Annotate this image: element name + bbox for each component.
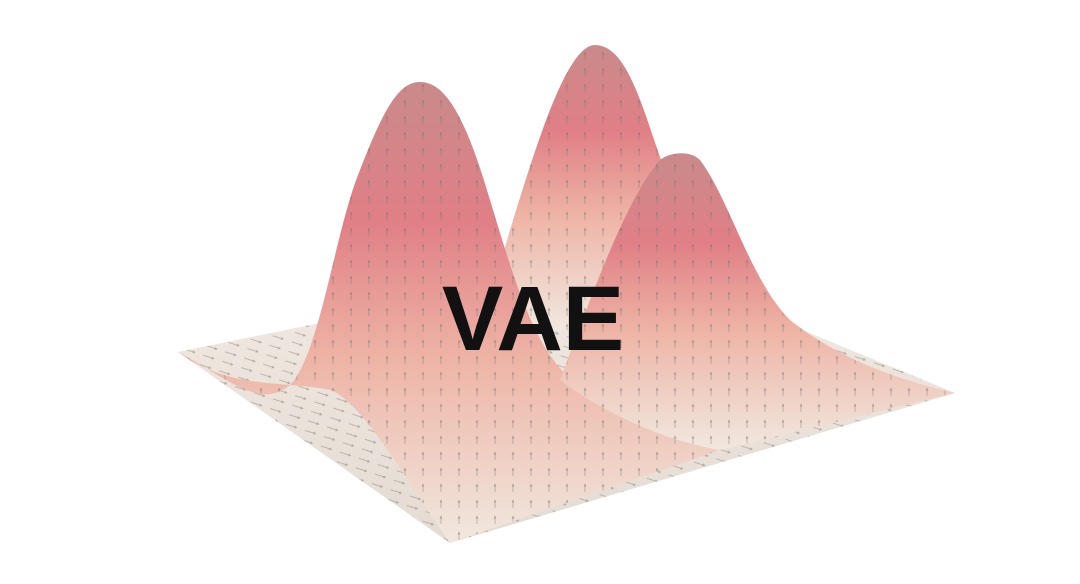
title: VAE — [442, 268, 624, 370]
left-peak-arrows — [178, 82, 720, 543]
right-peak-arrows — [560, 153, 955, 450]
surface — [178, 45, 955, 543]
